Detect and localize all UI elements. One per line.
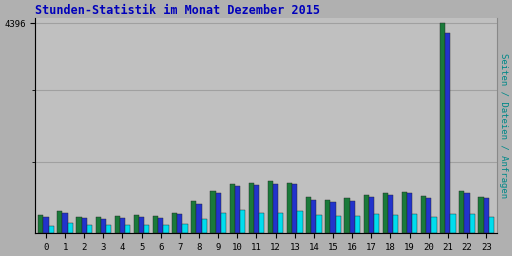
Bar: [101, 219, 106, 233]
Bar: [306, 197, 311, 233]
Bar: [120, 218, 125, 233]
Bar: [273, 184, 278, 233]
Bar: [191, 201, 197, 233]
Bar: [259, 212, 264, 233]
Bar: [369, 197, 374, 233]
Bar: [197, 204, 202, 233]
Bar: [402, 191, 407, 233]
Bar: [139, 217, 144, 233]
Bar: [268, 181, 273, 233]
Bar: [163, 225, 168, 233]
Bar: [445, 33, 451, 233]
Bar: [440, 23, 445, 233]
Bar: [134, 215, 139, 233]
Bar: [311, 200, 316, 233]
Bar: [202, 219, 207, 233]
Bar: [388, 195, 393, 233]
Bar: [489, 217, 494, 233]
Bar: [484, 198, 489, 233]
Bar: [278, 213, 283, 233]
Bar: [316, 215, 322, 233]
Bar: [421, 196, 426, 233]
Bar: [330, 202, 336, 233]
Bar: [412, 215, 417, 233]
Bar: [229, 184, 235, 233]
Bar: [106, 226, 111, 233]
Bar: [81, 218, 87, 233]
Bar: [383, 193, 388, 233]
Bar: [374, 215, 379, 233]
Bar: [57, 211, 62, 233]
Bar: [68, 223, 73, 233]
Bar: [76, 217, 81, 233]
Bar: [125, 225, 130, 233]
Bar: [115, 216, 120, 233]
Bar: [464, 193, 470, 233]
Bar: [470, 215, 475, 233]
Y-axis label: Seiten / Dateien / Anfragen: Seiten / Dateien / Anfragen: [499, 53, 508, 198]
Bar: [364, 195, 369, 233]
Bar: [325, 200, 330, 233]
Bar: [38, 215, 44, 233]
Bar: [407, 194, 412, 233]
Bar: [336, 216, 341, 233]
Bar: [292, 184, 297, 233]
Bar: [177, 215, 182, 233]
Bar: [221, 212, 226, 233]
Bar: [216, 193, 221, 233]
Bar: [355, 216, 360, 233]
Bar: [287, 183, 292, 233]
Bar: [182, 223, 188, 233]
Bar: [153, 216, 158, 233]
Bar: [350, 201, 355, 233]
Bar: [210, 191, 216, 233]
Bar: [49, 226, 54, 233]
Bar: [62, 213, 68, 233]
Bar: [235, 186, 240, 233]
Bar: [459, 191, 464, 233]
Bar: [426, 198, 431, 233]
Bar: [172, 212, 177, 233]
Bar: [44, 217, 49, 233]
Bar: [431, 217, 437, 233]
Bar: [144, 225, 150, 233]
Bar: [96, 217, 101, 233]
Bar: [393, 215, 398, 233]
Bar: [478, 197, 484, 233]
Bar: [249, 183, 254, 233]
Bar: [451, 214, 456, 233]
Bar: [345, 198, 350, 233]
Text: Stunden-Statistik im Monat Dezember 2015: Stunden-Statistik im Monat Dezember 2015: [35, 4, 321, 17]
Bar: [297, 211, 303, 233]
Bar: [158, 218, 163, 233]
Bar: [240, 210, 245, 233]
Bar: [254, 185, 259, 233]
Bar: [87, 225, 92, 233]
